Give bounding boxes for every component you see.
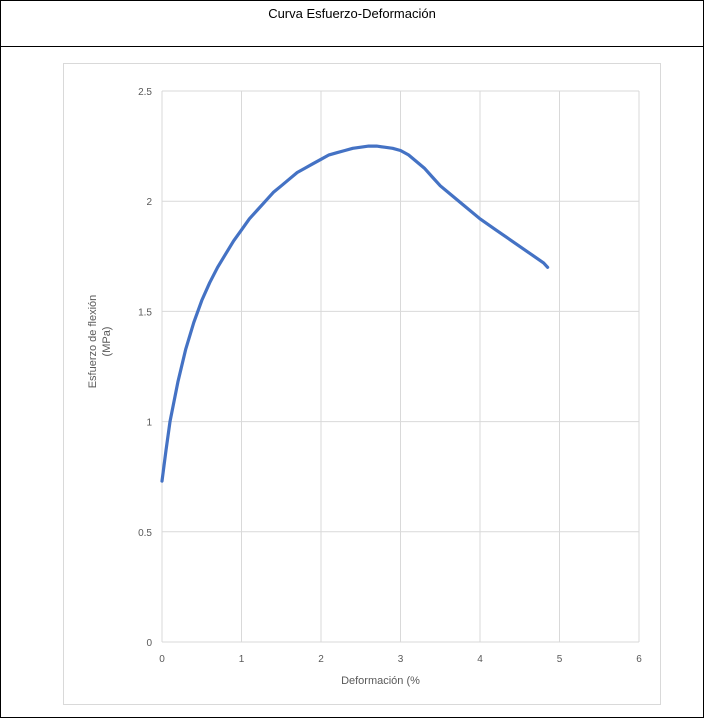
y-tick-label: 0 [146, 638, 152, 649]
series-line [160, 144, 550, 483]
chart-area: 0 0.5 1 1.5 2 2.5 0 1 2 3 4 5 6 Deformación (% Esfuerz… [63, 63, 661, 705]
y-tick-label: 0.5 [138, 528, 152, 539]
x-tick-label: 4 [477, 654, 483, 665]
x-tick-label: 6 [636, 654, 642, 665]
y-tick-label: 1.5 [138, 307, 152, 318]
y-axis-title-line: Esfuerzo de flexión [87, 295, 99, 389]
x-axis-title: Deformación (% [341, 675, 420, 687]
x-tick-label: 2 [318, 654, 324, 665]
figure-title: Curva Esfuerzo-Deformación [1, 1, 703, 47]
y-axis-title-line: (MPa) [101, 327, 113, 357]
y-tick-label: 1 [146, 418, 152, 429]
x-tick-label: 3 [398, 654, 404, 665]
x-tick-label: 5 [557, 654, 563, 665]
stress-strain-chart: 0 0.5 1 1.5 2 2.5 0 1 2 3 4 5 6 Deformación (% Esfuerz… [87, 87, 642, 687]
y-axis-title: Esfuerzo de flexión (MPa) [87, 295, 113, 389]
y-tick-label: 2.5 [138, 87, 152, 98]
y-tick-label: 2 [146, 197, 152, 208]
x-tick-label: 0 [159, 654, 165, 665]
x-tick-label: 1 [239, 654, 245, 665]
